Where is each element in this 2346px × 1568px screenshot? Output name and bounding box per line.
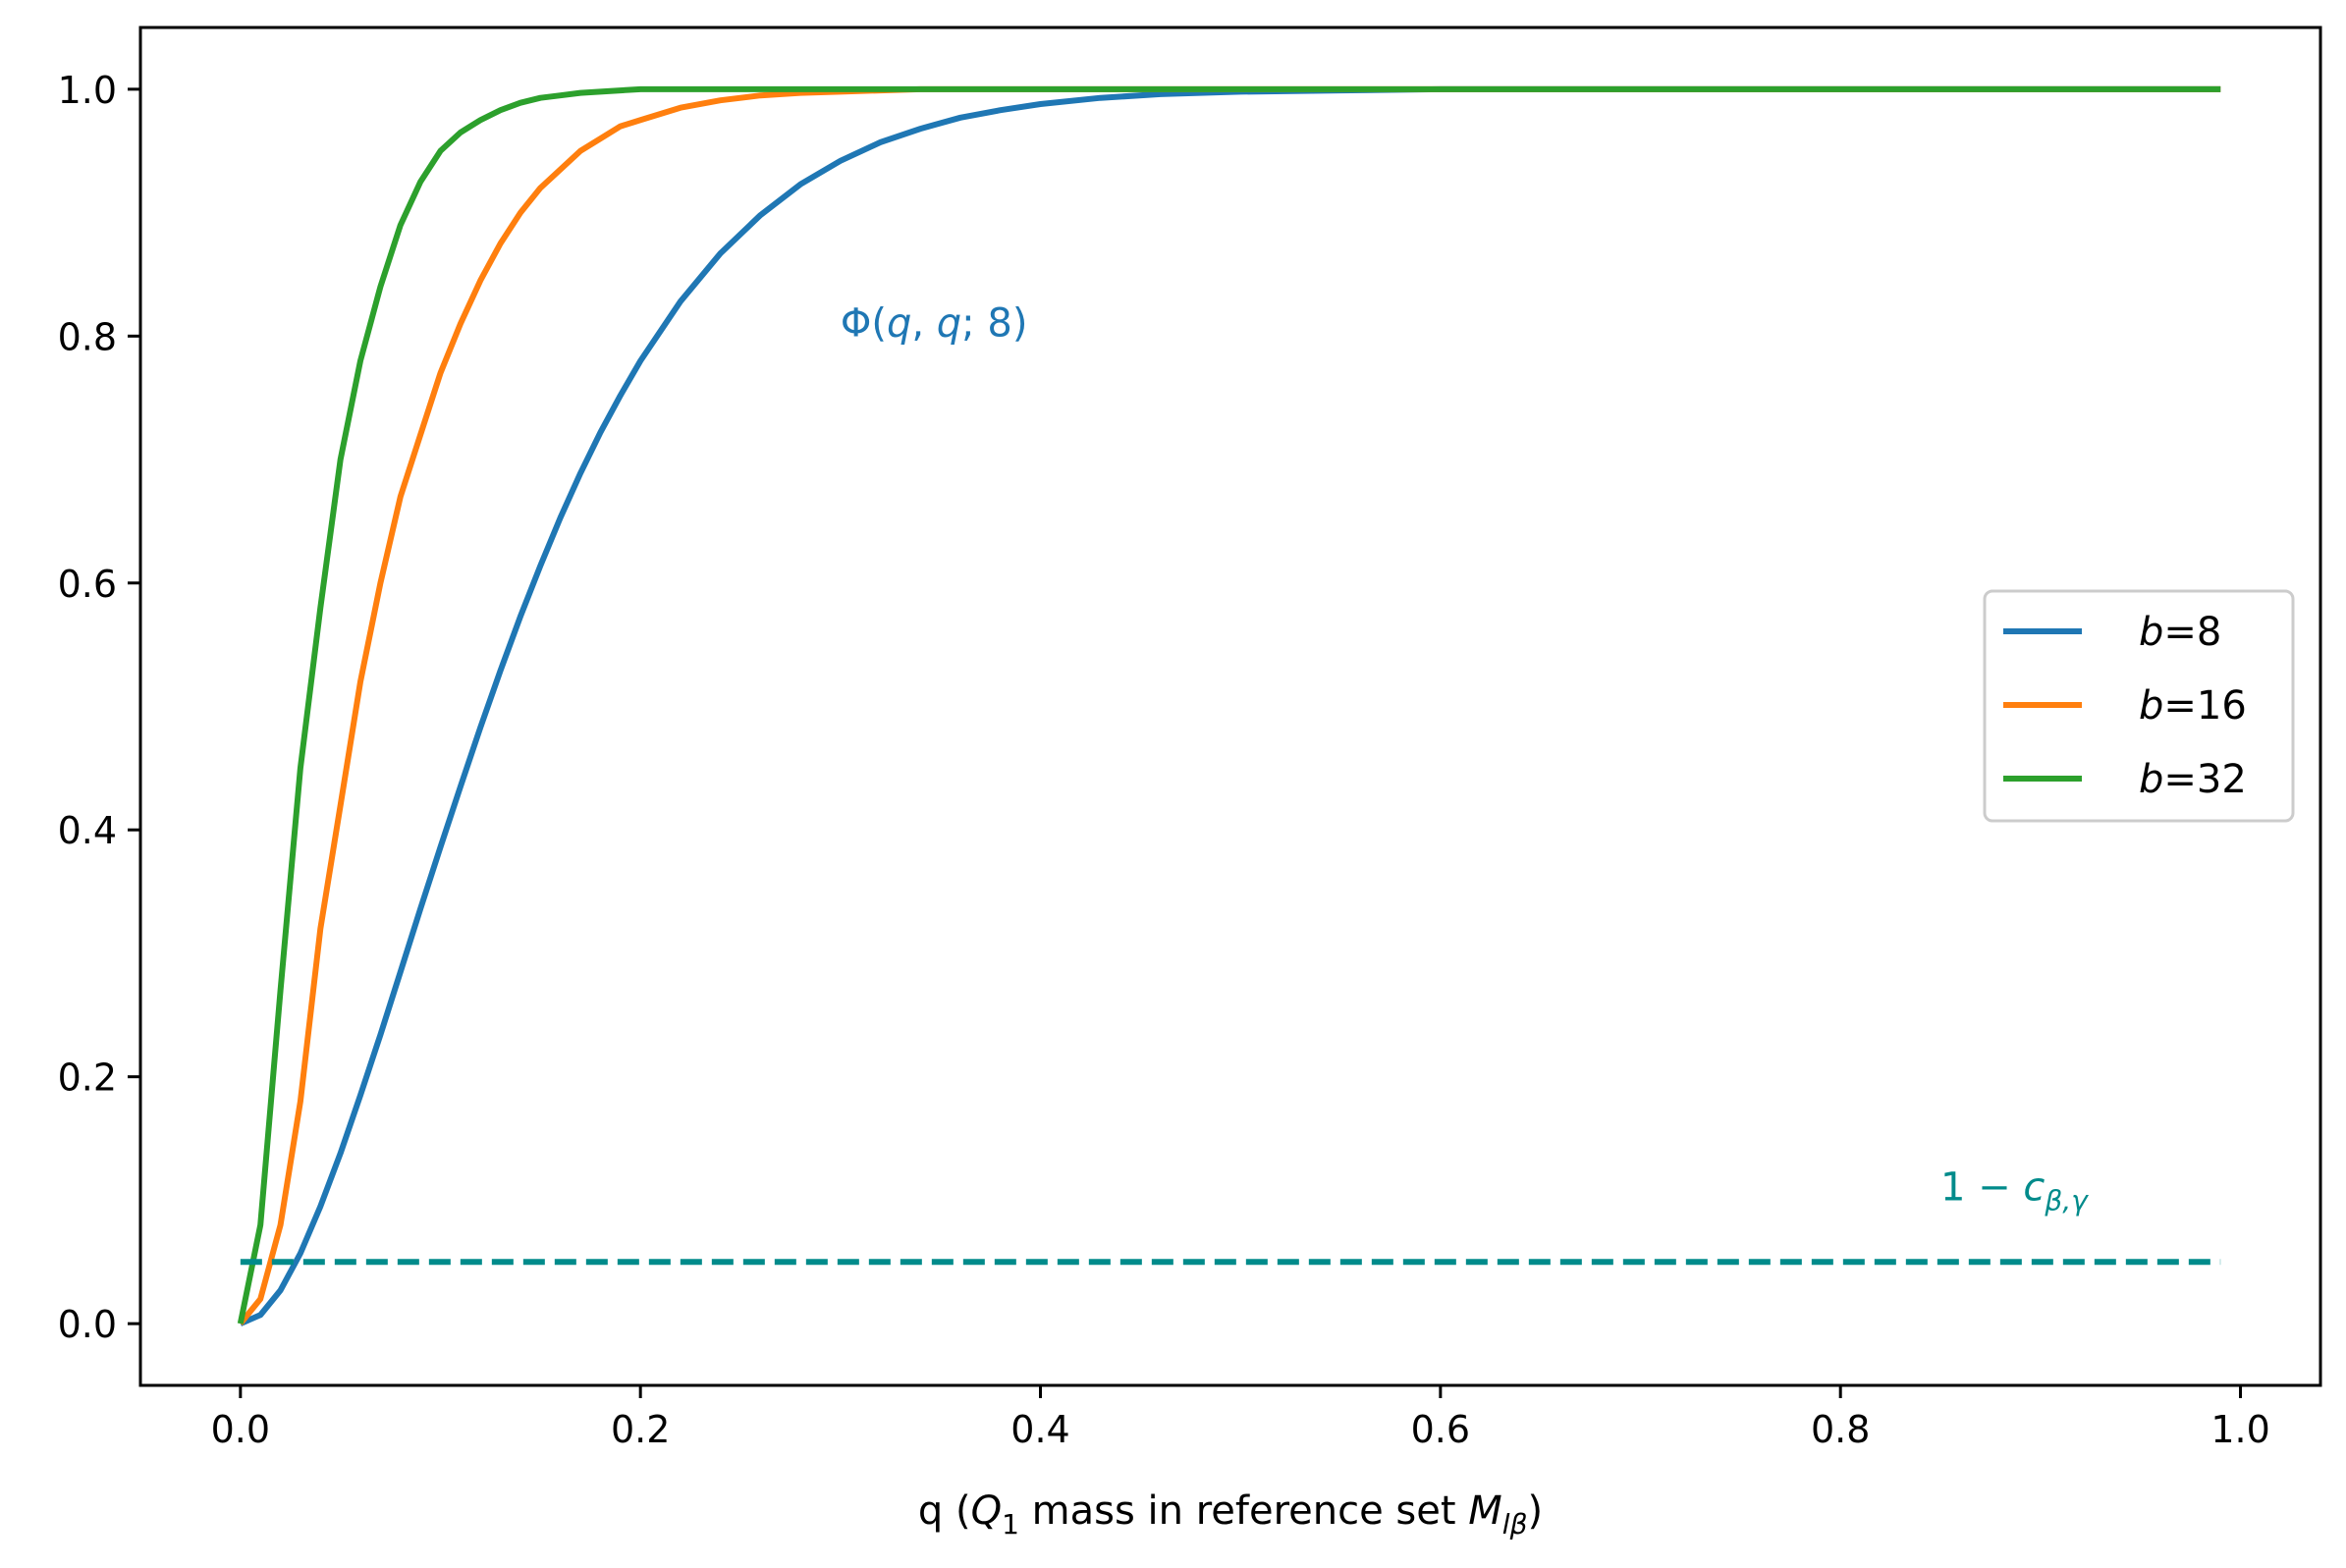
x-title-prefix: q ( [918,1488,971,1534]
x-title-m-symbol: M [1468,1488,1502,1534]
x-tick-label: 0.0 [211,1408,270,1451]
x-tick-label: 0.6 [1411,1408,1470,1451]
y-tick-label: 0.8 [58,315,117,358]
legend-label: b=16 [2139,683,2247,729]
annotation-phi-arg-a: q [887,300,911,346]
x-tick-label: 0.4 [1010,1408,1069,1451]
threshold-label-symbol: c [2023,1164,2045,1210]
legend-item: b=16 [2003,683,2247,729]
x-title-m-subscript: lβ [1502,1508,1528,1541]
y-tick-label: 0.4 [58,809,117,852]
legend: b=8 b=16 b=32 [1983,589,2295,823]
legend-label: b=8 [2139,610,2221,655]
legend-item: b=8 [2003,610,2221,655]
x-title-q-subscript: 1 [1002,1508,1019,1541]
annotation-phi-close: ) [1012,300,1028,346]
y-tick-label: 0.2 [58,1056,117,1100]
y-axis-ticks: 0.0 0.2 0.4 0.6 0.8 1.0 [58,69,140,1346]
legend-item: b=32 [2003,757,2247,802]
y-tick-label: 0.0 [58,1303,117,1346]
y-tick-label: 0.6 [58,563,117,606]
annotation-phi-arg-c: 8 [987,300,1011,346]
legend-box [1983,589,2295,823]
annotation-phi-func: Φ( [841,300,887,346]
threshold-label-prefix: 1 − [1940,1164,2023,1210]
x-tick-label: 0.8 [1811,1408,1870,1451]
x-axis-title: q (Q1 mass in reference set Mlβ) [918,1488,1543,1541]
x-tick-label: 0.2 [611,1408,670,1451]
x-tick-label: 1.0 [2210,1408,2269,1451]
annotation-phi-sep2: ; [961,300,987,346]
annotation-phi-sep1: , [911,300,936,346]
x-title-suffix: ) [1527,1488,1543,1534]
x-title-q-symbol: Q [971,1488,1002,1534]
threshold-label: 1 − cβ,γ [1940,1164,2089,1217]
series-layer [237,85,2221,1326]
x-title-middle: mass in reference set [1019,1488,1468,1534]
legend-label: b=32 [2139,757,2247,802]
series-line-b-8 [239,85,2221,1326]
series-line-b-32 [237,85,2221,1325]
x-axis-ticks: 0.0 0.2 0.4 0.6 0.8 1.0 [211,1385,2270,1451]
annotation-phi-arg-b: q [937,300,961,346]
y-tick-label: 1.0 [58,69,117,112]
threshold-label-subscript: β,γ [2044,1184,2089,1217]
series-annotation-phi: Φ(q, q; 8) [841,300,1028,346]
plot-frame [138,26,2322,1387]
